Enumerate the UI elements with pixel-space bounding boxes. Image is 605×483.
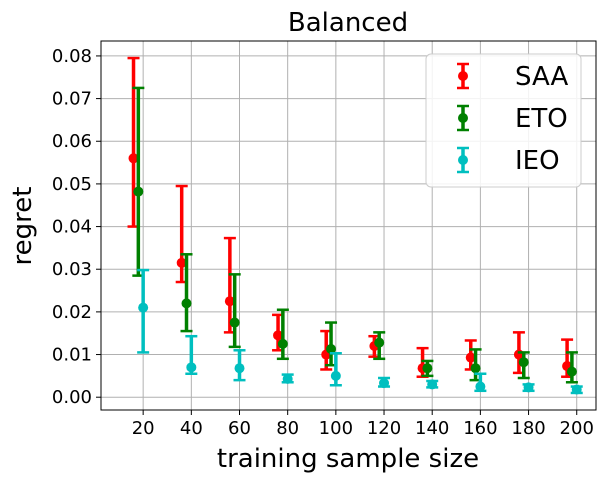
y-tick-label: 0.07 — [52, 89, 92, 110]
x-tick-label: 200 — [560, 418, 594, 439]
ieo-point — [186, 362, 197, 373]
y-axis: 0.00 0.01 0.02 0.03 0.04 0.05 0.06 0.07 0.08 — [52, 46, 101, 408]
x-tick-label: 20 — [132, 418, 155, 439]
saa-point — [176, 257, 187, 268]
eto-point — [133, 186, 144, 197]
ieo-point — [234, 363, 245, 374]
x-tick-label: 60 — [228, 418, 251, 439]
ieo-point — [571, 384, 582, 395]
saa-point — [128, 153, 139, 164]
ieo-point — [138, 302, 149, 313]
saa-point — [465, 352, 476, 363]
ieo-point — [379, 378, 390, 389]
legend-ieo-label: IEO — [515, 146, 560, 176]
y-tick-label: 0.01 — [52, 345, 92, 366]
chart-marks — [127, 56, 583, 395]
eto-point — [181, 298, 192, 309]
eto-point — [422, 363, 433, 374]
x-axis: 20 40 60 80 100 120 140 160 180 200 — [132, 410, 594, 439]
eto-point — [277, 338, 288, 349]
y-tick-label: 0.05 — [52, 174, 92, 195]
ieo-point — [427, 379, 438, 390]
y-tick-label: 0.03 — [52, 259, 92, 280]
eto-point — [470, 363, 481, 374]
x-tick-label: 40 — [180, 418, 203, 439]
x-tick-label: 160 — [463, 418, 497, 439]
plot-frame — [100, 40, 597, 411]
ieo-point — [282, 373, 293, 384]
y-tick-label: 0.04 — [52, 217, 92, 238]
eto-point — [566, 366, 577, 377]
legend-saa-marker — [458, 71, 468, 81]
eto-point — [326, 343, 337, 354]
saa-point — [224, 296, 235, 307]
ieo-point — [330, 370, 341, 381]
chart-title: Balanced — [288, 8, 408, 38]
x-tick-label: 140 — [415, 418, 449, 439]
eto-point — [229, 317, 240, 328]
y-tick-label: 0.08 — [52, 46, 92, 67]
legend-eto-marker — [458, 113, 468, 123]
eto-point — [518, 357, 529, 368]
series-eto — [132, 86, 578, 384]
legend: SAA ETO IEO — [425, 53, 582, 188]
legend-eto-label: ETO — [515, 104, 568, 134]
x-tick-label: 80 — [276, 418, 299, 439]
x-tick-label: 100 — [319, 418, 353, 439]
ieo-point — [475, 381, 486, 392]
saa-point — [273, 330, 284, 341]
legend-saa-label: SAA — [515, 62, 568, 92]
y-tick-label: 0.00 — [52, 387, 92, 408]
series-ieo — [137, 268, 583, 395]
eto-point — [374, 337, 385, 348]
y-tick-label: 0.06 — [52, 131, 92, 152]
x-tick-label: 120 — [367, 418, 401, 439]
y-tick-label: 0.02 — [52, 302, 92, 323]
y-axis-title: regret — [8, 187, 38, 266]
grid-lines — [101, 41, 596, 410]
x-axis-title: training sample size — [217, 444, 479, 474]
ieo-point — [523, 382, 534, 393]
legend-ieo-marker — [458, 155, 468, 165]
x-tick-label: 180 — [511, 418, 545, 439]
